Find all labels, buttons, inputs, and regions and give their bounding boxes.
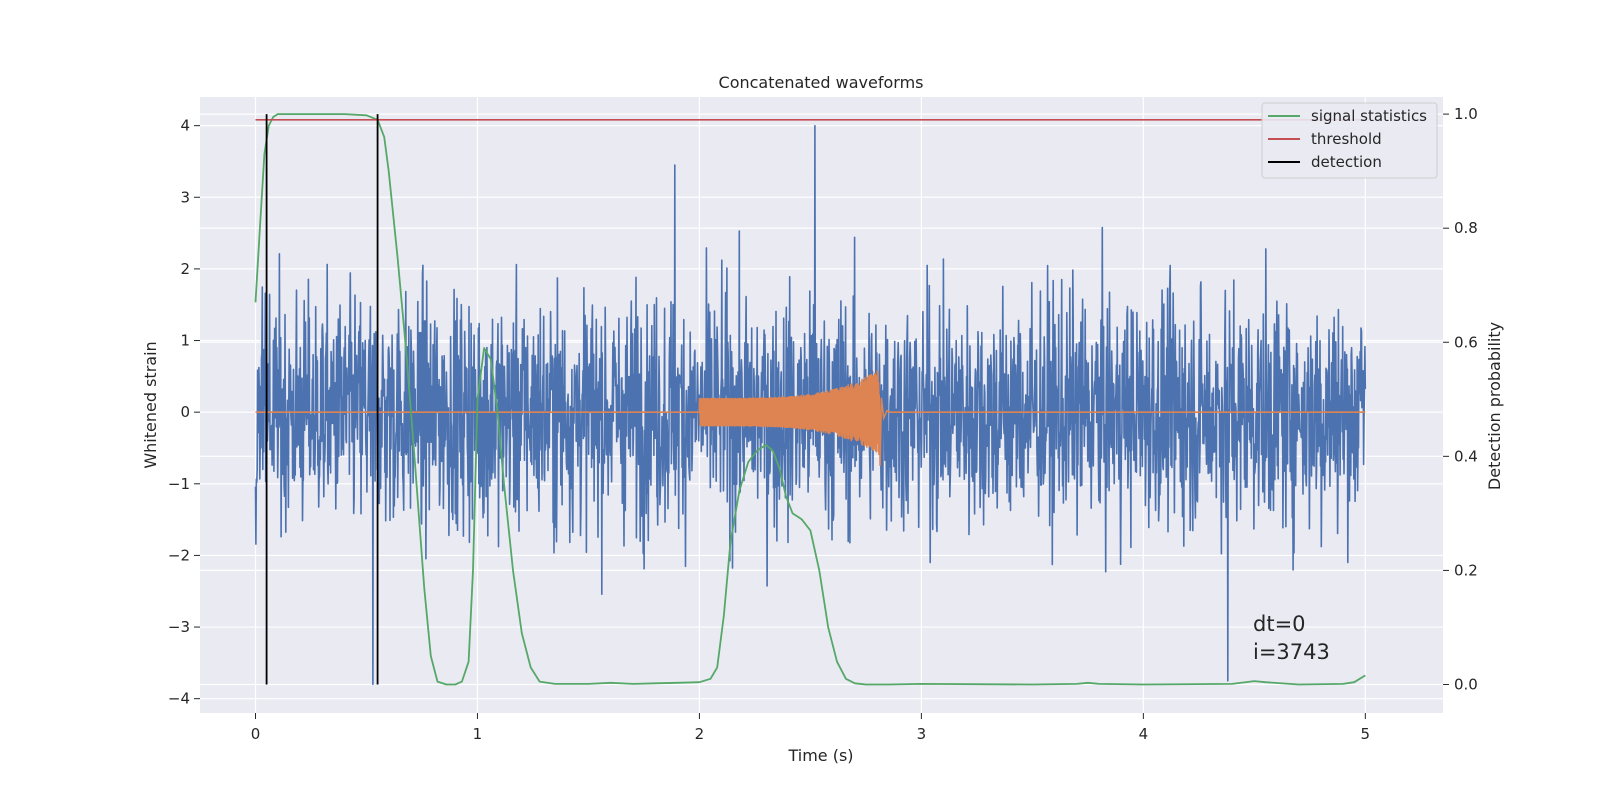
x-tick-label: 0: [251, 725, 261, 743]
legend-label-signal-statistics: signal statistics: [1311, 107, 1427, 125]
y-tick-label-left: −3: [168, 618, 190, 636]
x-axis-label: Time (s): [787, 746, 853, 765]
annotation-dt: dt=0: [1253, 612, 1306, 636]
x-tick-label: 5: [1361, 725, 1371, 743]
x-tick-label: 3: [917, 725, 927, 743]
y-tick-label-right: 0.0: [1454, 675, 1478, 693]
chart-title: Concatenated waveforms: [719, 73, 924, 92]
annotation-index: i=3743: [1253, 640, 1330, 664]
y-tick-label-right: 0.4: [1454, 447, 1478, 465]
y-tick-label-left: 4: [180, 117, 190, 135]
y-tick-label-right: 0.2: [1454, 561, 1478, 579]
y-tick-label-left: 1: [180, 332, 190, 350]
injection-line: [255, 370, 1366, 466]
y-tick-label-right: 0.8: [1454, 219, 1478, 237]
x-axis: 0 1 2 3 4 5: [251, 713, 1370, 743]
y-tick-label-left: −2: [168, 546, 190, 564]
legend: signal statistics threshold detection: [1261, 102, 1438, 179]
y-axis-left: 4 3 2 1 0 −1 −2 −3 −4: [168, 117, 200, 708]
y-tick-label-left: 2: [180, 260, 190, 278]
series-whitened-strain: [254, 124, 1367, 686]
y-axis-right: 1.0 0.8 0.6 0.4 0.2 0.0: [1443, 105, 1478, 693]
y-tick-label-right: 1.0: [1454, 105, 1478, 123]
legend-frame: [1261, 102, 1438, 179]
y-tick-label-right: 0.6: [1454, 333, 1478, 351]
right-axis-series: [254, 113, 1366, 686]
y-tick-label-left: 3: [180, 188, 190, 206]
y-tick-label-left: 0: [180, 403, 190, 421]
signal-statistics-line: [254, 113, 1366, 686]
y-axis-label-right: Detection probability: [1485, 322, 1504, 490]
x-tick-label: 4: [1139, 725, 1149, 743]
y-axis-label-left: Whitened strain: [141, 341, 160, 468]
grid: [200, 97, 1443, 713]
x-tick-label: 2: [695, 725, 705, 743]
y-tick-label-left: −1: [168, 475, 190, 493]
strain-line: [254, 124, 1367, 686]
series-injected-waveform: [255, 370, 1366, 466]
legend-label-threshold: threshold: [1311, 130, 1382, 148]
legend-label-detection: detection: [1311, 153, 1382, 171]
x-tick-label: 1: [473, 725, 483, 743]
y-tick-label-left: −4: [168, 690, 190, 708]
